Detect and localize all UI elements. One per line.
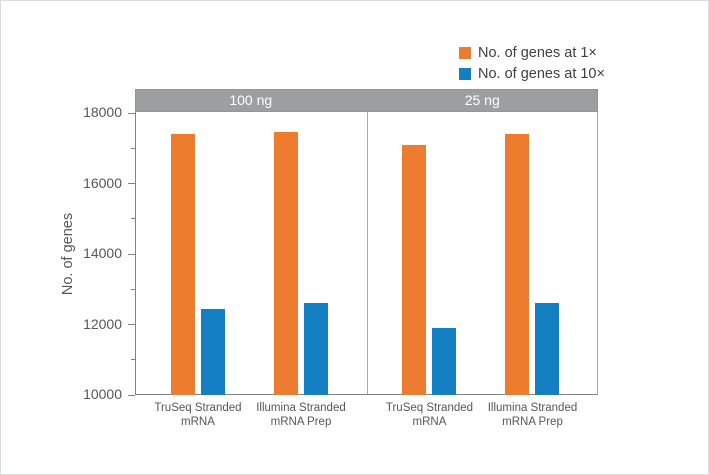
legend-label: No. of genes at 10×: [478, 66, 605, 82]
x-category-label: TruSeq Stranded mRNA: [369, 401, 489, 429]
y-tick-major: [128, 394, 135, 396]
y-tick-major: [128, 253, 135, 255]
bar-genes-10x: [200, 308, 225, 395]
panel-title: 100 ng: [229, 92, 273, 108]
bar-genes-1x: [170, 134, 195, 395]
legend-item: No. of genes at 1×: [459, 45, 605, 61]
bar-genes-1x: [505, 134, 530, 395]
legend-swatch-icon: [459, 47, 471, 59]
x-category-line: Illumina Stranded: [256, 402, 346, 414]
x-category-label: Illumina Stranded mRNA Prep: [241, 401, 361, 429]
legend-label: No. of genes at 1×: [478, 45, 597, 61]
y-tick-label: 18000: [83, 104, 122, 120]
x-category-line: mRNA: [412, 416, 447, 428]
x-category-line: TruSeq Stranded: [154, 402, 242, 414]
y-tick-minor: [131, 218, 135, 220]
y-tick-label: 12000: [83, 315, 122, 332]
x-category-line: TruSeq Stranded: [385, 402, 474, 414]
x-category-line: mRNA Prep: [502, 416, 563, 428]
x-category-line: mRNA: [181, 416, 215, 428]
x-category-line: mRNA Prep: [270, 416, 332, 428]
y-tick-label: 10000: [83, 386, 122, 402]
panel-header-bar: [135, 89, 598, 112]
bar-genes-10x: [303, 303, 328, 395]
y-tick-minor: [131, 147, 135, 149]
bar-genes-1x: [402, 144, 427, 395]
legend-swatch-icon: [459, 68, 471, 80]
y-tick-label: 16000: [83, 174, 122, 191]
y-tick-minor: [131, 359, 135, 361]
y-tick-major: [128, 183, 135, 184]
y-tick-major: [128, 324, 135, 325]
y-tick-major: [128, 112, 135, 114]
x-category-label: Illumina Stranded mRNA Prep: [472, 401, 592, 429]
bar-genes-10x: [432, 328, 457, 395]
legend: No. of genes at 1× No. of genes at 10×: [459, 45, 605, 82]
x-category-label: TruSeq Stranded mRNA: [138, 401, 258, 429]
y-tick-minor: [131, 288, 135, 290]
panel-divider: [366, 112, 368, 394]
y-tick-label: 14000: [83, 245, 122, 261]
bar-genes-1x: [273, 132, 298, 395]
x-category-line: Illumina Stranded: [487, 402, 578, 414]
panel-title: 25 ng: [464, 92, 500, 108]
legend-item: No. of genes at 10×: [459, 66, 605, 82]
bar-genes-10x: [535, 303, 560, 395]
